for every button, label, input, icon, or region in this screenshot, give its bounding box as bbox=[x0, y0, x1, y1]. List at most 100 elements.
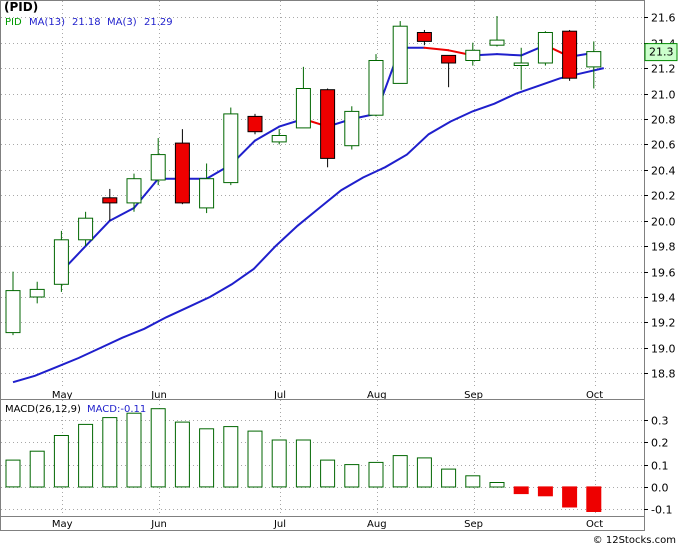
candle bbox=[441, 54, 457, 88]
price-tick-label: 20.8 bbox=[651, 114, 676, 127]
macd-bar bbox=[53, 435, 69, 488]
macd-bar bbox=[392, 455, 408, 488]
candles bbox=[5, 15, 602, 336]
macd-bar bbox=[102, 417, 118, 488]
bottom-month-label: Jun bbox=[150, 519, 167, 530]
candle-body bbox=[368, 60, 384, 116]
candle-body bbox=[126, 178, 142, 204]
macd-bar bbox=[199, 428, 215, 488]
candle-body bbox=[53, 239, 69, 285]
candle-body bbox=[344, 110, 360, 147]
macd-bar bbox=[5, 459, 21, 488]
ma3-segment bbox=[84, 219, 111, 248]
macd-bar bbox=[271, 439, 287, 488]
candle-body bbox=[465, 49, 481, 61]
bottom-axis-band bbox=[0, 516, 645, 531]
ma3-segment bbox=[496, 53, 523, 57]
price-tick-label: 21.0 bbox=[651, 89, 676, 102]
macd-bar bbox=[465, 475, 481, 488]
bottom-month-label: Jul bbox=[273, 519, 286, 530]
macd-bar bbox=[368, 461, 384, 488]
candle-body bbox=[102, 197, 118, 204]
price-tick-label: 19.8 bbox=[651, 241, 676, 254]
price-tick-label: 21.6 bbox=[651, 12, 676, 25]
candle bbox=[174, 129, 190, 205]
candle-body bbox=[537, 32, 553, 64]
candle-body bbox=[78, 217, 94, 241]
candle bbox=[295, 66, 311, 129]
legend-symbol: PID bbox=[5, 17, 22, 28]
candle bbox=[416, 29, 432, 46]
price-tick-label: 18.8 bbox=[651, 368, 676, 381]
candle-body bbox=[562, 30, 578, 79]
price-tick-label: 21.2 bbox=[651, 63, 676, 76]
macd-panel-frame bbox=[0, 399, 645, 517]
candle bbox=[465, 42, 481, 66]
macd-bar bbox=[537, 486, 553, 497]
candle-body bbox=[199, 178, 215, 209]
candle bbox=[392, 21, 408, 84]
macd-tick-label: -0.1 bbox=[651, 504, 672, 517]
candle-body bbox=[489, 39, 505, 46]
macd-legend-value: MACD:-0.11 bbox=[87, 404, 146, 415]
price-tick-label: 20.0 bbox=[651, 216, 676, 229]
candle bbox=[320, 88, 336, 168]
candle bbox=[53, 230, 69, 292]
macd-bar bbox=[320, 459, 336, 488]
candle bbox=[562, 29, 578, 81]
ma3-segment bbox=[423, 46, 450, 52]
candle bbox=[271, 129, 287, 145]
candle bbox=[150, 138, 166, 186]
price-tick-label: 20.4 bbox=[651, 165, 676, 178]
macd-tick-label: 0.0 bbox=[651, 482, 669, 495]
candle-body bbox=[392, 25, 408, 84]
macd-legend-label: MACD(26,12,9) bbox=[5, 404, 81, 415]
macd-bar bbox=[223, 426, 239, 488]
price-tick-label: 19.6 bbox=[651, 267, 676, 280]
candle bbox=[78, 211, 94, 247]
candle bbox=[513, 47, 529, 90]
candle-body bbox=[416, 32, 432, 42]
ma13-line bbox=[12, 67, 605, 384]
candle-body bbox=[223, 113, 239, 184]
macd-bar bbox=[586, 486, 602, 512]
candle-body bbox=[295, 88, 311, 129]
chart-title: (PID) bbox=[4, 0, 38, 14]
macd-tick-label: 0.1 bbox=[651, 460, 669, 473]
macd-bar bbox=[441, 468, 457, 488]
legend-ma13-value: 21.18 bbox=[72, 17, 101, 28]
candle bbox=[489, 15, 505, 47]
candle bbox=[344, 106, 360, 150]
macd-bar bbox=[513, 486, 529, 495]
candle-body bbox=[513, 62, 529, 66]
candle bbox=[247, 113, 263, 135]
ma13-line-group bbox=[12, 67, 605, 384]
bottom-month-label: Oct bbox=[586, 519, 603, 530]
candle-body bbox=[174, 142, 190, 204]
candle bbox=[126, 173, 142, 212]
last-price-tag-box bbox=[644, 43, 678, 62]
candle-body bbox=[320, 89, 336, 159]
price-tick-label: 20.2 bbox=[651, 190, 676, 203]
macd-bars bbox=[5, 408, 602, 512]
watermark: © 12Stocks.com bbox=[593, 535, 676, 546]
candle bbox=[29, 281, 45, 304]
macd-bar bbox=[344, 464, 360, 488]
candle bbox=[368, 54, 384, 117]
candle bbox=[586, 41, 602, 89]
month-label: Oct bbox=[586, 390, 603, 401]
macd-bar bbox=[29, 450, 45, 488]
macd-bar bbox=[174, 421, 190, 488]
bottom-month-label: Sep bbox=[464, 519, 483, 530]
legend-ma3-value: 21.29 bbox=[144, 17, 173, 28]
price-tick-label: 19.4 bbox=[651, 292, 676, 305]
candle-body bbox=[271, 135, 287, 143]
candle bbox=[199, 163, 215, 214]
legend-ma13-label: MA(13) bbox=[29, 17, 65, 28]
last-price-tag-label: 21.3 bbox=[649, 46, 674, 59]
legend-ma3-label: MA(3) bbox=[107, 17, 137, 28]
macd-bar bbox=[78, 423, 94, 488]
macd-bar bbox=[247, 430, 263, 488]
macd-bar bbox=[295, 439, 311, 488]
